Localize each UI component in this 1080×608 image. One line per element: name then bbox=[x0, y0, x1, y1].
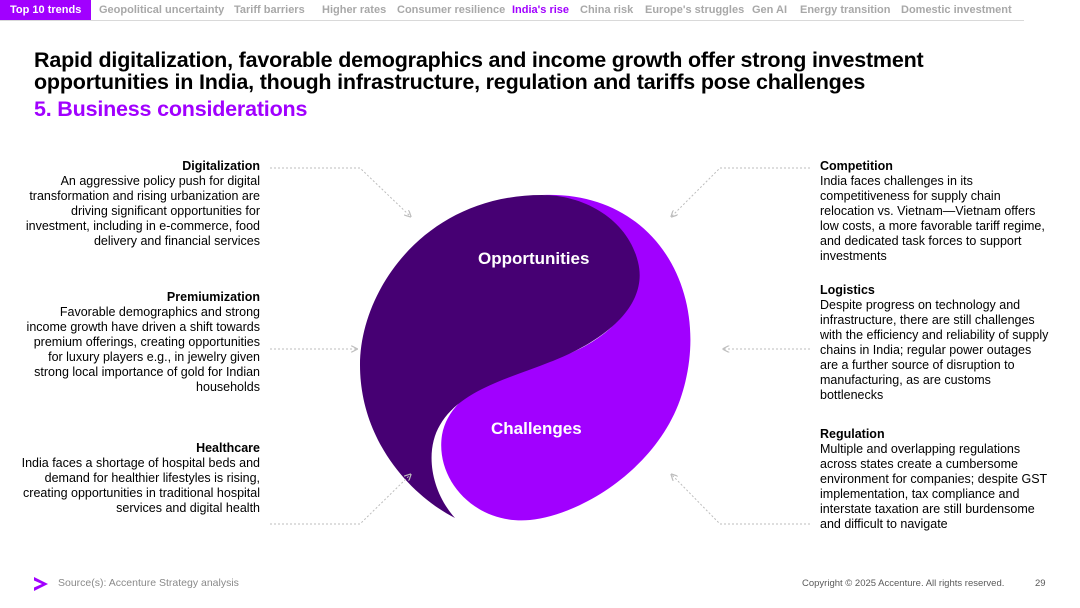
nav-tab-china-risk[interactable]: China risk bbox=[580, 4, 634, 16]
challenge-logistics: Logistics Despite progress on technology… bbox=[820, 283, 1050, 403]
connector-healthcare bbox=[270, 475, 410, 525]
opportunity-description: An aggressive policy push for digital tr… bbox=[25, 174, 260, 248]
challenge-competition: Competition India faces challenges in it… bbox=[820, 159, 1050, 264]
nav-tab-energy-transition[interactable]: Energy transition bbox=[800, 4, 891, 16]
top-navigation: Top 10 trends Geopolitical uncertainty T… bbox=[0, 0, 1024, 21]
nav-tab-tariff-barriers[interactable]: Tariff barriers bbox=[234, 4, 305, 16]
right-connectors bbox=[672, 167, 810, 525]
nav-tab-gen-ai[interactable]: Gen AI bbox=[752, 4, 788, 16]
nav-tab-domestic-investment[interactable]: Domestic investment bbox=[901, 4, 1012, 16]
opportunity-description: Favorable demographics and strong income… bbox=[26, 305, 260, 394]
challenge-regulation: Regulation Multiple and overlapping regu… bbox=[820, 427, 1050, 532]
opportunity-healthcare: Healthcare India faces a shortage of hos… bbox=[20, 441, 260, 516]
challenge-title: Competition bbox=[820, 159, 893, 173]
left-connectors bbox=[270, 167, 410, 525]
nav-tab-consumer-resilience[interactable]: Consumer resilience bbox=[397, 4, 506, 16]
opportunities-shape bbox=[360, 195, 640, 518]
connector-competition bbox=[672, 167, 810, 216]
challenges-shape bbox=[441, 194, 691, 521]
page-number: 29 bbox=[1035, 578, 1046, 589]
challenge-title: Regulation bbox=[820, 427, 885, 441]
opportunities-label: Opportunities bbox=[478, 249, 590, 268]
source-note: Source(s): Accenture Strategy analysis bbox=[58, 577, 239, 589]
opportunity-digitalization: Digitalization An aggressive policy push… bbox=[20, 159, 260, 249]
opportunity-premiumization: Premiumization Favorable demographics an… bbox=[20, 290, 260, 395]
connector-regulation bbox=[672, 475, 810, 525]
challenge-description: Despite progress on technology and infra… bbox=[820, 298, 1049, 402]
opportunity-title: Healthcare bbox=[196, 441, 260, 455]
nav-tab-higher-rates[interactable]: Higher rates bbox=[322, 4, 387, 16]
opportunity-title: Digitalization bbox=[182, 159, 260, 173]
challenge-description: India faces challenges in its competitiv… bbox=[820, 174, 1045, 263]
challenge-title: Logistics bbox=[820, 283, 875, 297]
opportunities-challenges-diagram: Opportunities Challenges bbox=[260, 150, 820, 550]
section-subheading: 5. Business considerations bbox=[34, 97, 308, 121]
challenges-label: Challenges bbox=[491, 419, 582, 438]
nav-tab-top-10-trends[interactable]: Top 10 trends bbox=[0, 0, 92, 20]
accenture-chevron-icon bbox=[34, 577, 48, 591]
nav-tab-europes-struggles[interactable]: Europe's struggles bbox=[645, 4, 745, 16]
opportunity-description: India faces a shortage of hospital beds … bbox=[21, 456, 260, 515]
yin-yang-graphic bbox=[270, 167, 810, 525]
nav-tab-indias-rise[interactable]: India's rise bbox=[512, 4, 570, 16]
page-headline: Rapid digitalization, favorable demograp… bbox=[34, 48, 924, 94]
copyright-notice: Copyright © 2025 Accenture. All rights r… bbox=[802, 578, 1005, 589]
connector-digitalization bbox=[270, 167, 410, 216]
challenge-description: Multiple and overlapping regulations acr… bbox=[820, 442, 1047, 531]
nav-tab-geopolitical-uncertainty[interactable]: Geopolitical uncertainty bbox=[99, 4, 225, 16]
opportunity-title: Premiumization bbox=[166, 290, 260, 304]
